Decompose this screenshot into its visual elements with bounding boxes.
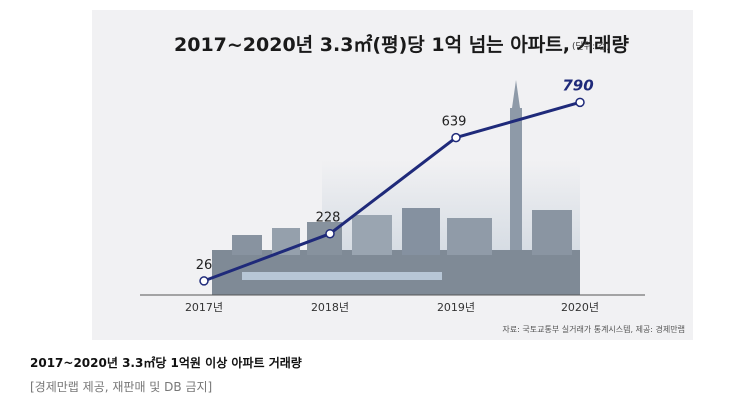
building <box>232 235 262 255</box>
data-label: 228 <box>316 211 341 226</box>
figure-credit: [경제만랩 제공, 재판매 및 DB 금지] <box>30 380 213 394</box>
data-point <box>575 97 585 108</box>
x-tick-label: 2020년 <box>561 301 599 314</box>
figure-caption: 2017~2020년 3.3㎡당 1억원 이상 아파트 거래량 <box>30 356 302 370</box>
data-label: 639 <box>442 115 467 130</box>
city-skyline-illustration <box>212 80 580 295</box>
chart-title: 2017~2020년 3.3㎡(평)당 1억 넘는 아파트, 거래량 <box>174 33 629 56</box>
chart-figure: 2017~2020년 3.3㎡(평)당 1억 넘는 아파트, 거래량 (단위: … <box>92 10 693 340</box>
data-points <box>199 97 585 286</box>
data-point <box>199 276 209 286</box>
x-tick-label: 2019년 <box>437 301 475 314</box>
line-chart: 2017~2020년 3.3㎡(평)당 1억 넘는 아파트, 거래량 (단위: … <box>140 33 685 334</box>
x-tick-label: 2017년 <box>185 301 223 314</box>
data-label: 790 <box>562 76 593 94</box>
river <box>242 272 442 280</box>
building <box>352 215 392 255</box>
x-tick-label: 2018년 <box>311 301 349 314</box>
data-labels: 26 228 639 790 <box>196 76 594 273</box>
data-point <box>325 228 335 239</box>
data-point <box>451 132 461 143</box>
data-label: 26 <box>196 258 213 273</box>
chart-unit-label: (단위: 건) <box>572 41 610 52</box>
tower-spire <box>512 80 520 108</box>
building <box>447 218 492 255</box>
tower-building <box>510 108 522 295</box>
building <box>532 210 572 255</box>
source-note: 자료: 국토교통부 실거래가 통계시스템, 제공: 경제만랩 <box>502 324 685 334</box>
series-line <box>203 100 581 283</box>
building <box>402 208 440 255</box>
x-tick-labels: 2017년 2018년 2019년 2020년 <box>185 301 599 314</box>
